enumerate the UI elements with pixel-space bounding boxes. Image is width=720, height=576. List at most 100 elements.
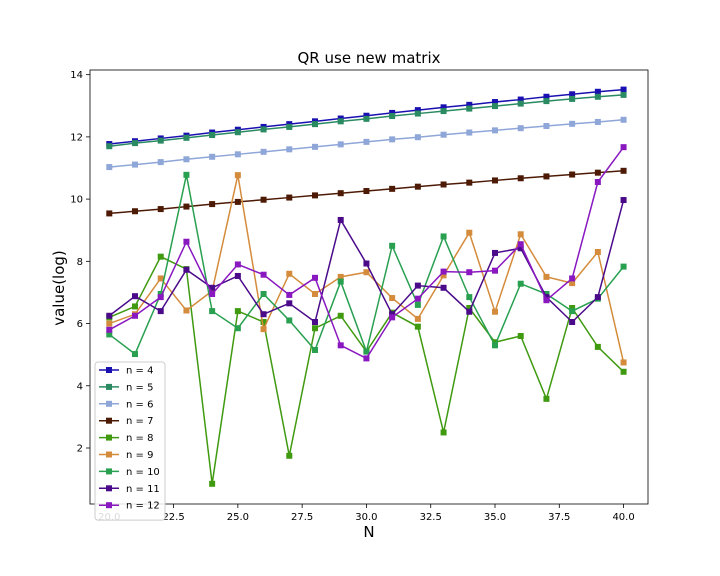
x-tick-label: 32.5 [420, 512, 442, 523]
data-point [569, 308, 576, 315]
x-tick-label: 22.5 [162, 512, 184, 523]
data-point [466, 129, 473, 136]
data-point [312, 291, 318, 297]
data-point [569, 95, 576, 102]
series-4 [106, 167, 627, 217]
data-point [183, 266, 190, 273]
data-point [594, 343, 601, 350]
data-point [517, 96, 524, 103]
data-point [363, 348, 370, 355]
y-tick-label: 8 [77, 257, 83, 268]
data-point [492, 177, 498, 184]
axes-frame [89, 69, 649, 505]
data-point [132, 312, 138, 319]
data-point [440, 268, 447, 275]
legend-marker [106, 485, 112, 492]
data-point [414, 315, 421, 322]
data-point [466, 101, 473, 108]
data-point [234, 272, 241, 279]
data-point [337, 278, 344, 285]
data-point [543, 173, 550, 180]
data-point [517, 280, 524, 287]
data-point [157, 291, 164, 297]
data-point [466, 179, 473, 186]
data-point [594, 249, 601, 255]
legend-label: n = 5 [126, 382, 153, 393]
data-point [492, 99, 498, 106]
data-point [132, 161, 138, 168]
data-point [492, 342, 498, 349]
data-point [209, 308, 216, 315]
data-point [157, 308, 164, 315]
data-point [517, 175, 524, 182]
data-point [132, 303, 138, 310]
data-point [106, 164, 113, 171]
data-point [389, 109, 396, 116]
data-point [209, 153, 216, 160]
data-point [312, 143, 318, 150]
data-point [260, 196, 267, 203]
data-point [569, 280, 576, 287]
data-point [260, 148, 267, 155]
data-point [466, 105, 473, 112]
data-point [209, 284, 216, 291]
data-point [286, 123, 293, 130]
data-point [312, 325, 318, 332]
data-point [440, 104, 447, 111]
data-point [389, 113, 396, 120]
legend-marker [106, 400, 112, 407]
data-point [517, 241, 524, 248]
data-point [363, 112, 370, 119]
legend-label: n = 12 [126, 501, 160, 512]
data-point [337, 141, 344, 148]
data-point [260, 326, 267, 333]
data-point [466, 229, 473, 236]
data-point [363, 260, 370, 267]
y-tick-label: 2 [77, 444, 83, 455]
data-point [414, 282, 421, 289]
data-point [363, 269, 370, 276]
legend-entry: n = 11 [99, 484, 160, 495]
data-point [260, 311, 267, 318]
data-point [260, 291, 267, 297]
data-point [569, 275, 576, 282]
data-point [157, 159, 164, 166]
data-point [517, 245, 524, 252]
data-point [569, 319, 576, 325]
data-point [440, 429, 447, 436]
data-point [543, 98, 550, 105]
data-point [440, 108, 447, 115]
data-point [492, 249, 498, 256]
data-point [312, 192, 318, 199]
legend-entry: n = 7 [99, 416, 153, 427]
data-point [157, 253, 164, 260]
data-point [543, 273, 550, 280]
legend-marker [106, 451, 112, 458]
data-point [620, 368, 627, 375]
data-point [466, 294, 473, 301]
legend-entry: n = 4 [99, 366, 153, 377]
legend-entry: n = 6 [99, 399, 153, 410]
legend-marker [106, 383, 112, 390]
data-point [234, 325, 241, 332]
data-point [389, 295, 396, 302]
data-point [620, 197, 627, 204]
data-point [132, 208, 138, 215]
data-point [440, 272, 447, 279]
data-point [234, 308, 241, 315]
data-point [517, 100, 524, 107]
data-point [312, 319, 318, 325]
data-point [389, 314, 396, 321]
data-point [363, 355, 370, 362]
legend-marker [106, 367, 112, 373]
data-point [440, 181, 447, 188]
data-point [414, 110, 421, 117]
data-point [183, 307, 190, 314]
legend-label: n = 8 [126, 433, 153, 444]
data-point [414, 107, 421, 114]
data-point [363, 138, 370, 145]
data-point [620, 86, 627, 93]
data-point [157, 294, 164, 301]
data-point [209, 287, 216, 294]
data-point [569, 171, 576, 178]
